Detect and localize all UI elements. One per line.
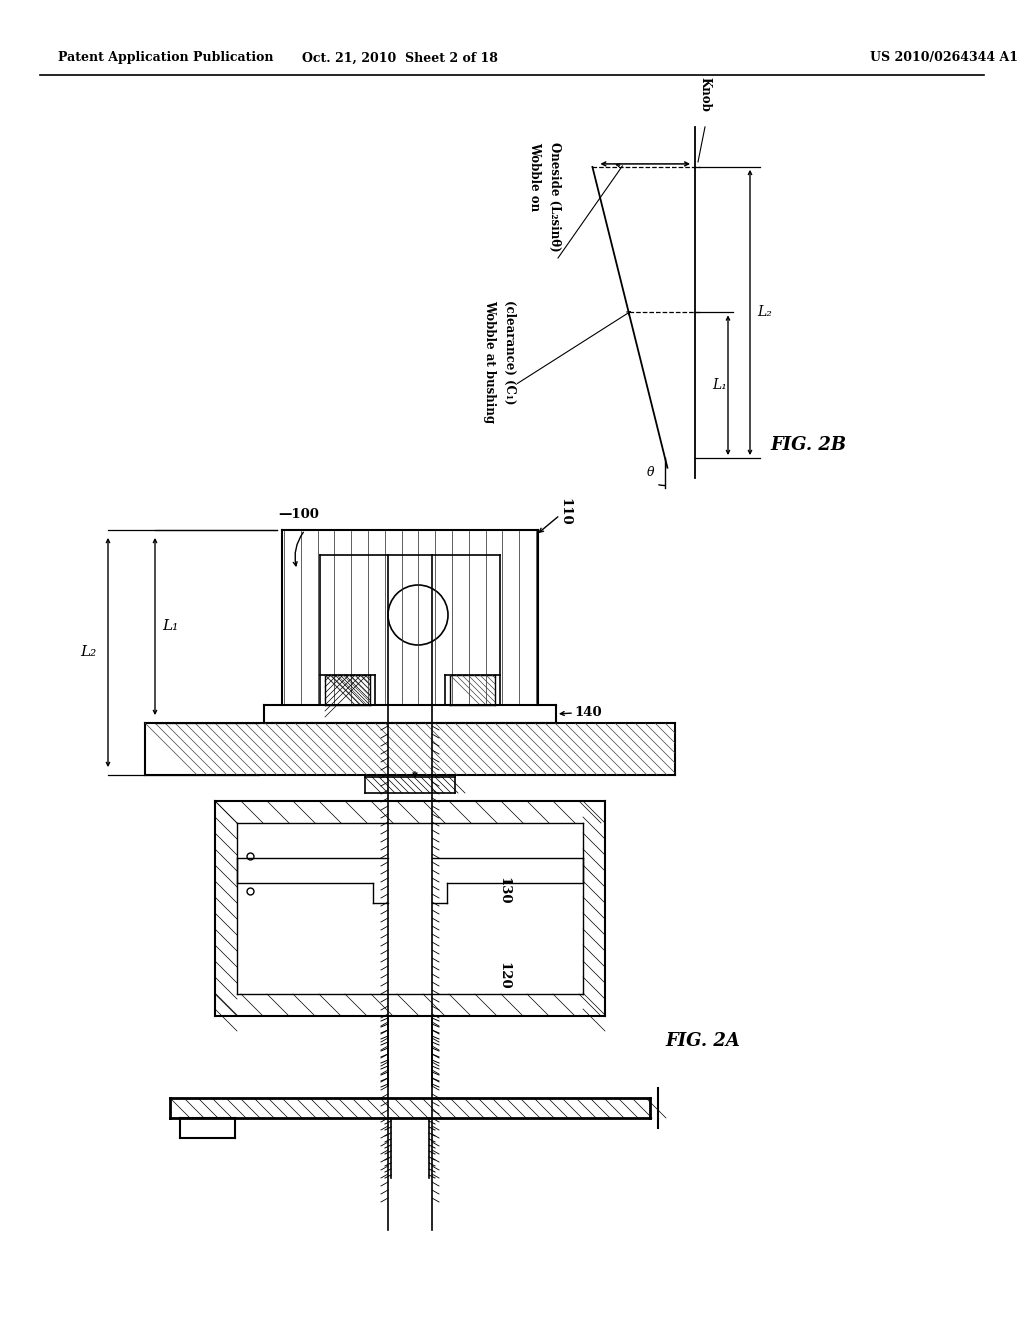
Text: Oct. 21, 2010  Sheet 2 of 18: Oct. 21, 2010 Sheet 2 of 18 bbox=[302, 51, 498, 65]
Text: FIG. 2A: FIG. 2A bbox=[665, 1032, 740, 1049]
Text: (clearance) (C₁): (clearance) (C₁) bbox=[504, 300, 516, 404]
Text: θ: θ bbox=[647, 466, 654, 479]
Text: L₁: L₁ bbox=[712, 379, 727, 392]
Text: Wobble at bushing: Wobble at bushing bbox=[483, 300, 497, 424]
Text: 140: 140 bbox=[574, 706, 602, 719]
Text: US 2010/0264344 A1: US 2010/0264344 A1 bbox=[870, 51, 1018, 65]
Text: 120: 120 bbox=[497, 962, 510, 990]
Text: Wobble on: Wobble on bbox=[528, 143, 542, 211]
Text: FIG. 2B: FIG. 2B bbox=[770, 436, 846, 454]
Text: Oneside (L₂sinθ): Oneside (L₂sinθ) bbox=[549, 143, 561, 252]
Text: L₂: L₂ bbox=[80, 645, 96, 660]
Text: 110: 110 bbox=[558, 498, 571, 525]
Text: L₂: L₂ bbox=[757, 305, 772, 319]
Text: Knob: Knob bbox=[698, 77, 712, 112]
Text: —100: —100 bbox=[278, 508, 318, 521]
Text: L₁: L₁ bbox=[162, 619, 178, 634]
Text: Patent Application Publication: Patent Application Publication bbox=[58, 51, 273, 65]
Text: 130: 130 bbox=[497, 878, 510, 904]
